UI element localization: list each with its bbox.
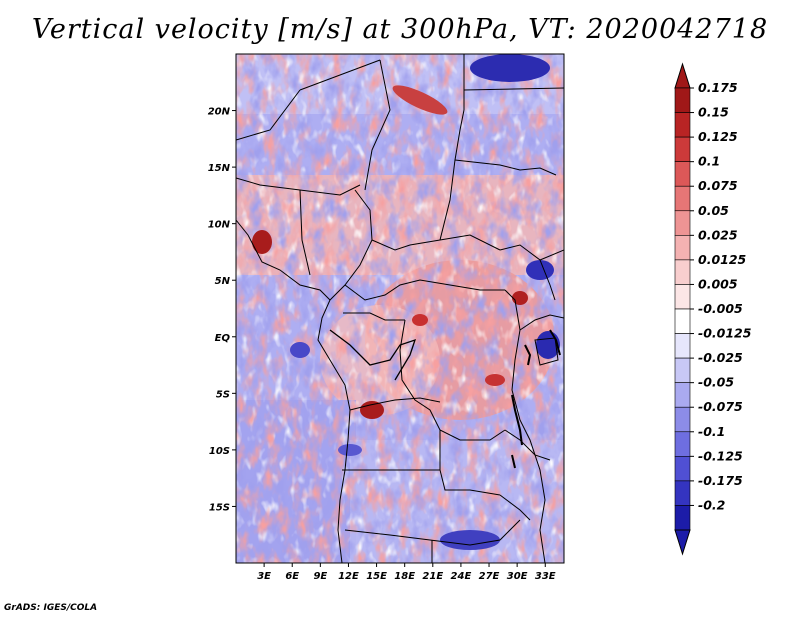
colorbar-label: -0.0125 (698, 326, 752, 341)
lat-tick-label: 15S (209, 502, 230, 513)
lon-tick-label: 18E (394, 571, 415, 582)
grads-credit: GrADS: IGES/COLA (4, 603, 98, 613)
colorbar-swatch (674, 382, 691, 408)
lon-tick-label: 9E (313, 571, 327, 582)
strong-cells (252, 54, 560, 550)
map-frame (235, 53, 565, 564)
country-borders (236, 54, 564, 563)
colorbar-label: 0.15 (698, 105, 729, 120)
colorbar-swatch (674, 480, 691, 506)
lat-tick-label: 15N (208, 163, 231, 174)
colorbar-label: 0.1 (698, 154, 720, 169)
colorbar-label: -0.05 (698, 375, 734, 390)
colorbar-label: 0.175 (698, 80, 738, 95)
colorbar-swatch (674, 406, 691, 433)
colorbar-label: 0.05 (698, 203, 729, 218)
lon-tick-label: 33E (535, 571, 556, 582)
colorbar-swatch (674, 259, 691, 285)
chart-title: Vertical velocity [m/s] at 300hPa, VT: 2… (31, 14, 769, 45)
lakes (511, 329, 561, 469)
lon-tick-label: 3E (257, 571, 271, 582)
colorbar-label: -0.075 (698, 399, 743, 414)
colorbar-label: 0.125 (698, 129, 738, 144)
colorbar-swatch (674, 308, 691, 334)
lat-tick-label: 20N (208, 107, 231, 118)
colorbar-label: -0.025 (698, 350, 743, 365)
colorbar-swatch (674, 136, 691, 162)
colorbar-label: -0.125 (698, 448, 743, 463)
colorbar-swatch (674, 456, 691, 482)
lat-tick-label: 5S (216, 389, 230, 400)
colorbar-swatch (674, 505, 691, 531)
colorbar-swatch (674, 185, 691, 212)
lon-tick-label: 12E (338, 571, 359, 582)
colorbar-label: -0.005 (698, 301, 743, 316)
lat-tick-label: 5N (215, 276, 231, 287)
colorbar-bottom-arrow (674, 529, 691, 556)
colorbar-label: -0.175 (698, 473, 743, 488)
lon-tick-label: 21E (422, 571, 443, 582)
colorbar-swatch (674, 235, 691, 261)
colorbar-label: 0.075 (698, 178, 738, 193)
lon-tick-label: 6E (285, 571, 299, 582)
colorbar-label: 0.025 (698, 227, 738, 242)
colorbar-top-arrow (674, 62, 691, 89)
congo-river (329, 329, 417, 381)
colorbar-swatch (674, 357, 691, 383)
lon-tick-label: 30E (507, 571, 528, 582)
colorbar-swatch (674, 431, 691, 457)
colorbar-label: 0.005 (698, 276, 738, 291)
colorbar-swatch (674, 112, 691, 138)
colorbar-swatch (674, 333, 691, 359)
colorbar: 0.175 0.15 0.125 0.1 0.075 0.05 0.025 0.0125 0.0… (674, 62, 752, 556)
colorbar-swatch (674, 284, 691, 310)
lat-tick-label: EQ (215, 333, 231, 344)
lat-tick-label: 10S (209, 446, 230, 457)
latitude-axis: 20N 15N 10N 5N EQ 5S 10S 15S (208, 107, 236, 513)
colorbar-swatch (674, 87, 691, 113)
lon-tick-label: 27E (479, 571, 500, 582)
colorbar-swatch (674, 210, 691, 236)
lon-tick-label: 24E (451, 571, 472, 582)
colorbar-swatch (674, 161, 691, 187)
colorbar-label: 0.0125 (698, 252, 747, 267)
vertical-velocity-field (236, 54, 564, 563)
longitude-axis: 3E 6E 9E 12E 15E 18E 21E 24E 27E 30E 33E (257, 563, 556, 582)
colorbar-label: -0.1 (698, 424, 725, 439)
lat-tick-label: 10N (208, 220, 231, 231)
lon-tick-label: 15E (366, 571, 387, 582)
colorbar-label: -0.2 (698, 497, 725, 512)
